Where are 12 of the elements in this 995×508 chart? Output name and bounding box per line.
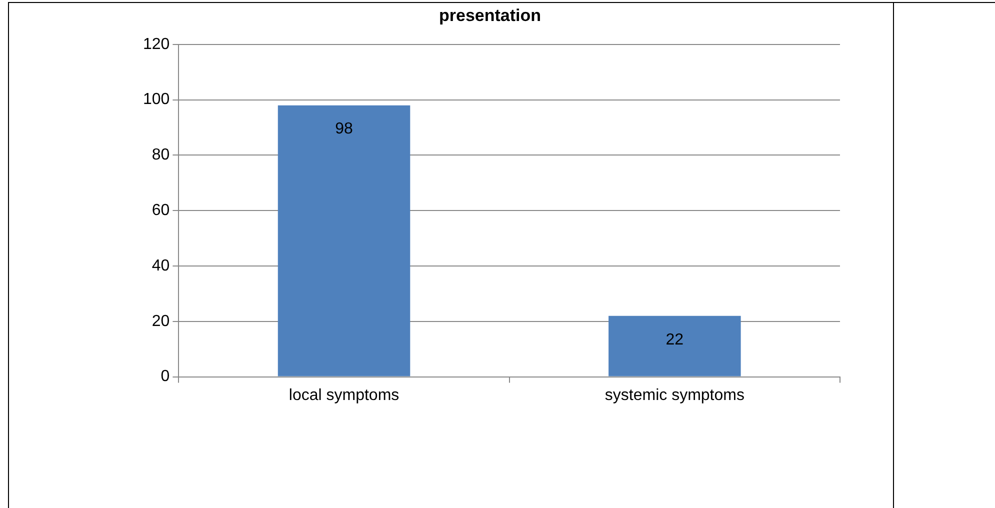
- x-tick-label: systemic symptoms: [604, 386, 744, 404]
- y-tick-label: 120: [142, 36, 170, 53]
- y-tick-label: 0: [160, 368, 170, 386]
- data-label: 22: [666, 331, 684, 348]
- x-tick-label: local symptoms: [288, 386, 400, 404]
- y-tick-label: 20: [152, 312, 170, 330]
- y-tick-label: 60: [152, 202, 170, 220]
- y-tick-label: 100: [142, 91, 170, 108]
- data-label: 98: [335, 120, 354, 138]
- y-tick-label: 80: [152, 146, 170, 164]
- chart-title: presentation: [438, 6, 542, 25]
- y-tick-label: 40: [152, 257, 170, 274]
